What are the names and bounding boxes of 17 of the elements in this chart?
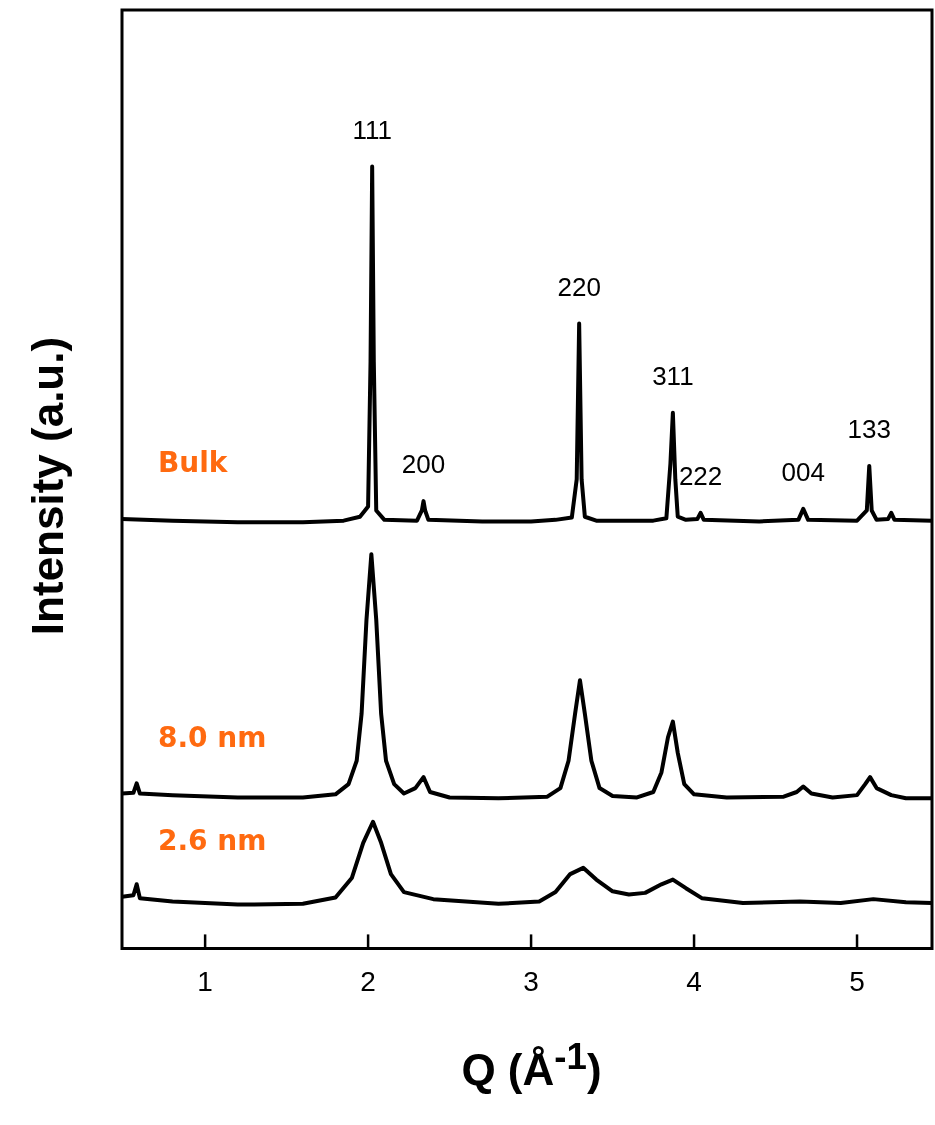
annotation: 004 [781, 457, 825, 488]
x-axis-title: Q (Å$^{-1}$) [460, 1036, 603, 1095]
x-tick-label: 4 [686, 965, 702, 997]
annotation: 200 [401, 449, 446, 480]
series-label: 8.0 nm [158, 720, 267, 754]
annotation: 111 [352, 114, 392, 145]
series-label: Bulk [158, 446, 229, 480]
x-tick-label: 2 [360, 965, 376, 997]
x-tick-label: 5 [849, 965, 865, 997]
annotation: 133 [847, 414, 891, 445]
y-axis-title: Intensity (a.u.) [23, 336, 73, 636]
annotation: 222 [678, 461, 723, 491]
series-label: 2.6 nm [158, 824, 267, 858]
x-tick-label: 3 [523, 965, 539, 997]
annotation: 220 [557, 271, 601, 302]
x-tick-label: 1 [197, 965, 213, 997]
annotation: 311 [652, 360, 694, 391]
